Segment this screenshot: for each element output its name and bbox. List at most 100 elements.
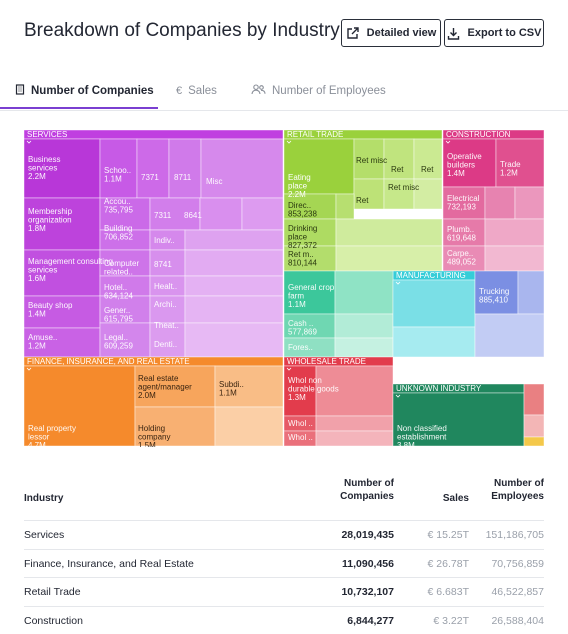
cell-label: Ret m..810,144	[288, 250, 317, 268]
treemap-cell[interactable]	[185, 276, 283, 296]
people-icon	[251, 84, 266, 98]
table-row[interactable]: Finance, Insurance, and Real Estate 11,0…	[24, 550, 544, 579]
cell-label: 8711	[174, 173, 192, 182]
euro-icon: €	[176, 85, 182, 97]
cell-label: Theat..	[154, 321, 179, 330]
cell-label: Ret misc	[356, 156, 387, 165]
page-title: Breakdown of Companies by Industry	[24, 20, 340, 42]
cell-label: 8741	[154, 260, 172, 269]
treemap-cell[interactable]	[185, 296, 283, 323]
treemap-cell[interactable]	[524, 384, 544, 415]
col-sales[interactable]: Sales	[443, 492, 469, 505]
cell-label: Whol ..	[288, 419, 313, 428]
employees-value: 46,522,857	[491, 586, 544, 598]
group-header-label: SERVICES	[27, 130, 67, 139]
treemap-cell[interactable]	[201, 139, 283, 198]
external-link-icon	[346, 27, 359, 40]
group-header-label: WHOLESALE TRADE	[287, 357, 366, 366]
treemap-cell[interactable]	[515, 187, 544, 219]
col-industry[interactable]: Industry	[24, 492, 63, 505]
employees-value: 26,588,404	[491, 615, 544, 627]
group-header-label: UNKNOWN INDUSTRY	[396, 384, 482, 393]
tab-number-of-companies[interactable]: Number of Companies	[15, 72, 154, 109]
group-header-label: MANUFACTURING	[396, 271, 466, 280]
treemap-cell[interactable]	[336, 219, 442, 246]
sales-value: € 3.22T	[433, 615, 469, 627]
table-row[interactable]: Services 28,019,435 € 15.25T 151,186,705	[24, 521, 544, 550]
group-header-label: CONSTRUCTION	[446, 130, 511, 139]
cell-label: Denti..	[154, 340, 177, 349]
table-header: Industry Number of Companies Sales Numbe…	[24, 470, 544, 521]
companies-value: 11,090,456	[342, 558, 394, 570]
treemap-cell[interactable]	[185, 323, 283, 357]
cell-label: Accou..735,795	[104, 197, 133, 215]
industry-table: Industry Number of Companies Sales Numbe…	[24, 470, 544, 634]
industry-name: Services	[24, 529, 64, 541]
cell-label: Carpe..489,052	[447, 249, 476, 267]
cell-label: Cash ..577,869	[288, 319, 317, 337]
treemap-cell[interactable]	[393, 327, 475, 357]
treemap-cell[interactable]	[200, 198, 242, 230]
detailed-view-button[interactable]: Detailed view	[341, 19, 441, 47]
industry-name: Construction	[24, 615, 83, 627]
table-row[interactable]: Retail Trade 10,732,107 € 6.683T 46,522,…	[24, 578, 544, 607]
treemap-cell[interactable]	[524, 415, 544, 437]
col-employees[interactable]: Number of Employees	[484, 477, 544, 503]
treemap-cell[interactable]	[242, 198, 283, 230]
group-header-label: RETAIL TRADE	[287, 130, 343, 139]
treemap-cell[interactable]	[336, 194, 354, 219]
cell-label: Healt..	[154, 282, 177, 291]
treemap-cell[interactable]	[137, 139, 169, 198]
detailed-view-label: Detailed view	[367, 27, 437, 39]
tab-label: Number of Employees	[272, 85, 386, 97]
treemap-cell[interactable]	[485, 187, 515, 219]
cell-label: 7371	[141, 173, 159, 182]
header: Breakdown of Companies by Industry Detai…	[0, 0, 568, 70]
cell-label: Ret	[391, 165, 404, 174]
cell-label: Whol ..	[288, 433, 313, 442]
tab-sales[interactable]: € Sales	[176, 72, 217, 109]
treemap-cell[interactable]	[316, 431, 393, 446]
treemap-cell[interactable]	[485, 219, 544, 246]
treemap-cell[interactable]	[185, 250, 283, 276]
treemap-cell[interactable]	[393, 280, 475, 327]
cell-label: 8641	[184, 211, 202, 220]
cell-label: Plumb..619,648	[447, 225, 476, 243]
industry-name: Finance, Insurance, and Real Estate	[24, 558, 194, 570]
sales-value: € 15.25T	[428, 529, 469, 541]
tab-number-of-employees[interactable]: Number of Employees	[251, 72, 386, 109]
tab-label: Sales	[188, 85, 217, 97]
treemap-cell[interactable]	[475, 314, 544, 357]
cell-label: Misc	[206, 177, 222, 186]
treemap-cell[interactable]	[335, 271, 393, 314]
cell-label: Gener..615,795	[104, 306, 133, 324]
employees-value: 70,756,859	[491, 558, 544, 570]
treemap-cell[interactable]	[215, 407, 283, 446]
export-label: Export to CSV	[468, 27, 542, 39]
export-csv-button[interactable]: Export to CSV	[444, 19, 544, 47]
cell-label: Ret	[421, 165, 434, 174]
treemap-cell[interactable]	[524, 437, 544, 446]
industry-name: Retail Trade	[24, 586, 81, 598]
col-companies[interactable]: Number of Companies	[334, 477, 394, 503]
treemap-cell[interactable]	[316, 416, 393, 431]
treemap-cell[interactable]	[169, 139, 201, 198]
treemap-cell[interactable]	[185, 230, 283, 250]
active-tab-indicator	[0, 107, 158, 109]
cell-label: Ret misc	[388, 183, 419, 192]
sales-value: € 6.683T	[428, 586, 469, 598]
treemap-cell[interactable]	[336, 246, 442, 271]
companies-value: 28,019,435	[341, 529, 394, 541]
treemap-cell[interactable]	[518, 271, 544, 314]
treemap-cell[interactable]	[485, 246, 544, 271]
table-row[interactable]: Construction 6,844,277 € 3.22T 26,588,40…	[24, 607, 544, 634]
treemap-cell[interactable]	[335, 314, 393, 338]
cell-label: Indiv..	[154, 236, 175, 245]
treemap-cell[interactable]	[335, 338, 393, 357]
companies-value: 6,844,277	[347, 615, 394, 627]
